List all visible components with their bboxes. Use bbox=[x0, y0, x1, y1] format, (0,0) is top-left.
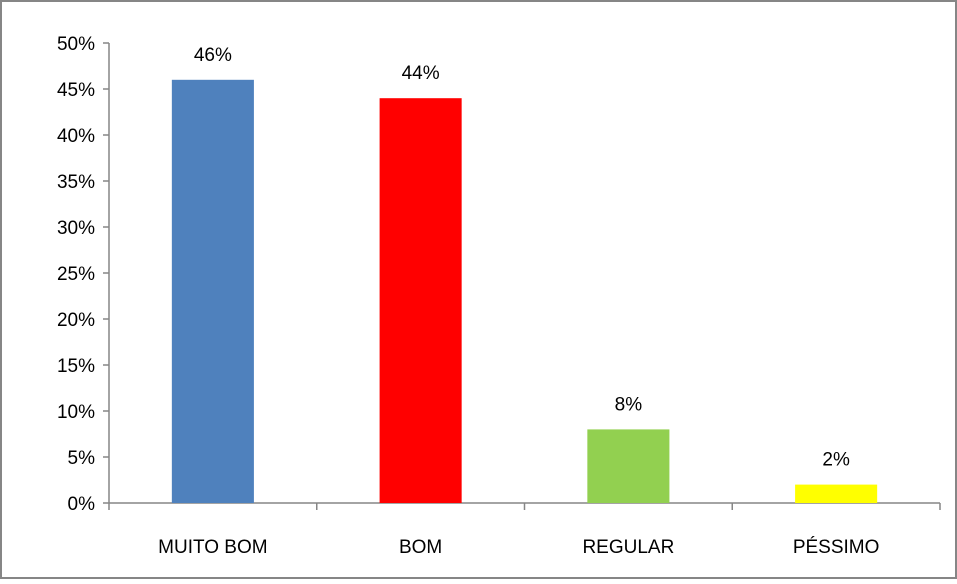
x-tick-label: REGULAR bbox=[582, 537, 674, 558]
y-tick-label: 50% bbox=[57, 34, 95, 55]
y-tick-label: 25% bbox=[57, 264, 95, 285]
y-tick-label: 40% bbox=[57, 126, 95, 147]
x-tick-label: PÉSSIMO bbox=[793, 537, 880, 558]
y-tick-label: 35% bbox=[57, 172, 95, 193]
bar bbox=[379, 98, 462, 503]
y-tick-label: 30% bbox=[57, 218, 95, 239]
data-labels: 46% 44% 8% 2% bbox=[194, 45, 850, 471]
y-tick-label: 20% bbox=[57, 310, 95, 331]
y-tick-label: 15% bbox=[57, 356, 95, 377]
x-tick-label: MUITO BOM bbox=[158, 537, 267, 558]
data-label: 46% bbox=[194, 45, 232, 66]
bar bbox=[587, 429, 670, 503]
bar bbox=[171, 79, 254, 504]
bar bbox=[795, 484, 878, 503]
y-axis: 0% 5% 10% 15% 20% 25% 30% 35% 40% 45% 50% bbox=[57, 34, 110, 515]
bars bbox=[171, 79, 878, 504]
data-label: 2% bbox=[822, 450, 850, 471]
y-tick-label: 10% bbox=[57, 402, 95, 423]
data-label: 8% bbox=[615, 394, 643, 415]
y-tick-label: 5% bbox=[68, 448, 96, 469]
data-label: 44% bbox=[402, 63, 440, 84]
y-tick-label: 45% bbox=[57, 80, 95, 101]
y-tick-label: 0% bbox=[68, 494, 96, 515]
x-tick-label: BOM bbox=[399, 537, 442, 558]
